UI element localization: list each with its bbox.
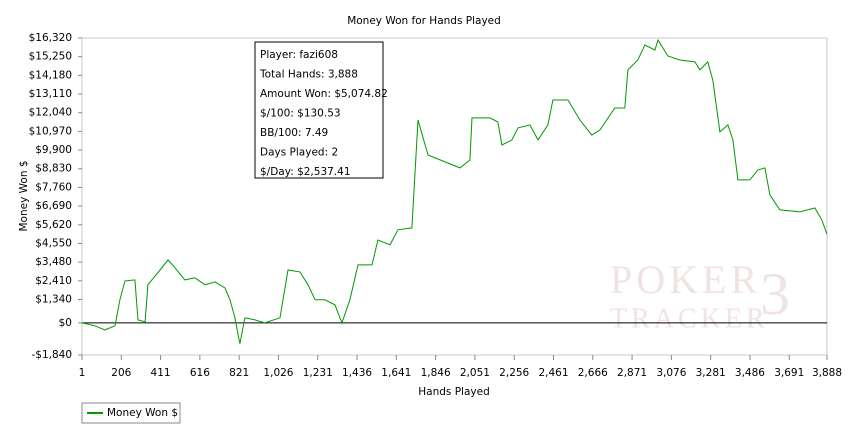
y-tick-label: $2,410 xyxy=(35,275,72,287)
x-tick-label: 3,281 xyxy=(696,367,726,379)
info-line: Amount Won: $5,074.82 xyxy=(260,88,388,100)
x-tick-label: 3,076 xyxy=(656,367,686,379)
watermark: TRACKER xyxy=(610,303,769,334)
x-tick-label: 206 xyxy=(111,367,131,379)
x-tick-label: 411 xyxy=(151,367,171,379)
y-tick-label: $3,480 xyxy=(35,256,72,268)
x-tick-label: 3,888 xyxy=(812,367,842,379)
x-tick-label: 3,691 xyxy=(774,367,804,379)
info-box-frame xyxy=(254,41,384,179)
y-tick-label: $5,620 xyxy=(35,219,72,231)
x-tick-label: 2,256 xyxy=(499,367,529,379)
info-line: $/Day: $2,537.41 xyxy=(260,166,351,178)
x-tick-label: 1,231 xyxy=(303,367,333,379)
x-tick-label: 1,846 xyxy=(421,367,451,379)
y-tick-label: $15,250 xyxy=(29,51,72,63)
legend xyxy=(81,402,181,424)
info-box: Player: fazi608 Total Hands: 3,888 Amount … xyxy=(254,41,388,179)
info-line: BB/100: 7.49 xyxy=(260,127,328,139)
x-tick-label: 616 xyxy=(190,367,210,379)
y-tick-label: $13,110 xyxy=(29,88,72,100)
plot-border xyxy=(81,37,828,356)
y-tick-label: $8,830 xyxy=(35,163,72,175)
info-line: Days Played: 2 xyxy=(260,147,338,159)
y-tick-label: $14,180 xyxy=(29,69,72,81)
info-line: $/100: $130.53 xyxy=(260,108,341,120)
x-tick-label: 1,641 xyxy=(381,367,411,379)
y-tick-label: $4,550 xyxy=(35,237,72,249)
x-tick-label: 1 xyxy=(79,367,86,379)
y-tick-label: $9,900 xyxy=(35,144,72,156)
x-tick-label: 1,436 xyxy=(342,367,372,379)
x-tick-label: 2,461 xyxy=(538,367,568,379)
x-tick-label: 821 xyxy=(229,367,249,379)
x-tick-label: 2,051 xyxy=(460,367,490,379)
x-tick-label: 1,026 xyxy=(263,367,293,379)
y-tick-label: $10,970 xyxy=(29,125,72,137)
y-tick-label: $12,040 xyxy=(29,107,72,119)
legend-label: Money Won $ xyxy=(107,407,178,419)
x-tick-label: 2,871 xyxy=(617,367,647,379)
x-tick-label: 2,666 xyxy=(578,367,608,379)
y-tick-label: $6,690 xyxy=(35,200,72,212)
info-line: Total Hands: 3,888 xyxy=(259,69,358,81)
chart-title: Money Won for Hands Played xyxy=(347,15,501,27)
y-tick-label: $0 xyxy=(59,317,72,329)
y-tick-label: $1,340 xyxy=(35,293,72,305)
x-tick-label: 3,486 xyxy=(735,367,765,379)
y-tick-label: $7,760 xyxy=(35,181,72,193)
y-axis-label: Money Won $ xyxy=(18,160,30,231)
y-tick-label: -$1,840 xyxy=(31,349,72,361)
watermark: POKER xyxy=(610,257,761,302)
info-line: Player: fazi608 xyxy=(260,49,338,61)
x-axis-label: Hands Played xyxy=(418,386,489,398)
y-tick-label: $16,320 xyxy=(29,32,72,44)
data-line xyxy=(81,38,828,344)
watermark: 3 xyxy=(760,261,794,327)
